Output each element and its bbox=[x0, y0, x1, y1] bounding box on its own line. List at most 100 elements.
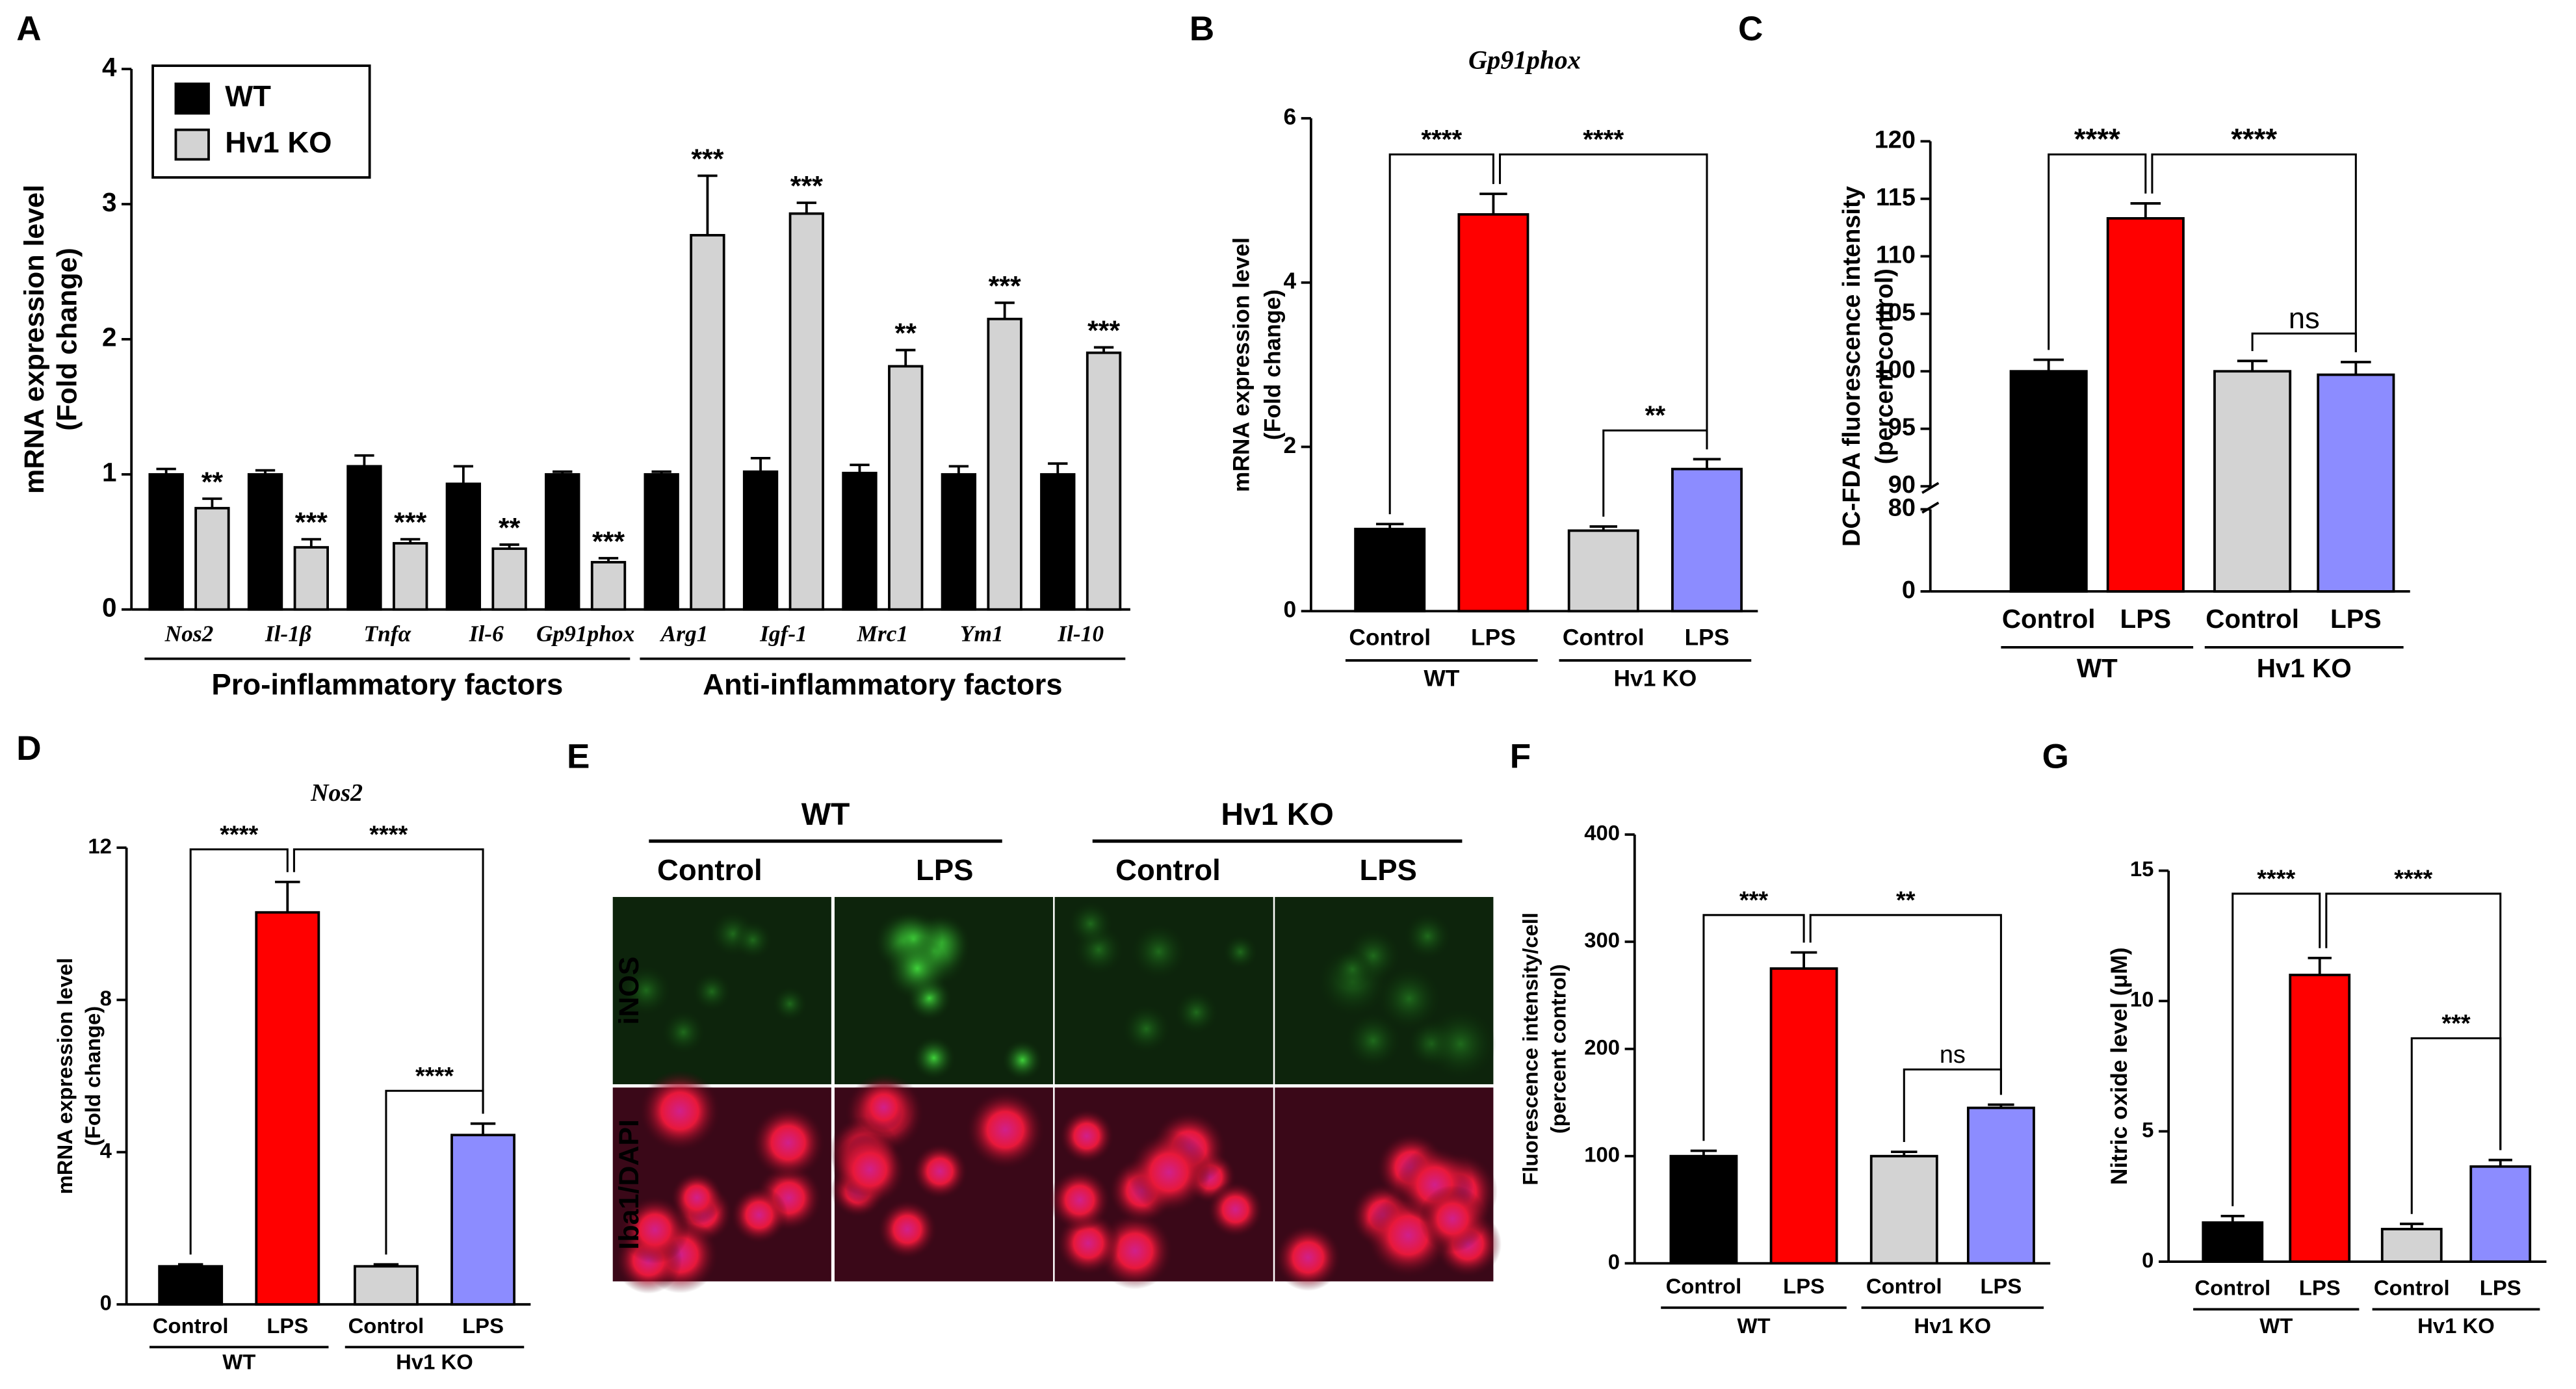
y-tick-label: 0 bbox=[1902, 577, 1916, 604]
cell bbox=[661, 1010, 705, 1054]
y-tick-label: 4 bbox=[1283, 268, 1296, 294]
y-tick-label: 3 bbox=[102, 187, 116, 217]
significance-bracket bbox=[2325, 892, 2502, 1150]
cell bbox=[855, 1078, 913, 1136]
y-tick-label: 1 bbox=[102, 458, 116, 487]
y-tick-label: 8 bbox=[100, 986, 112, 1010]
cell bbox=[911, 1143, 969, 1200]
y-tick-label: 115 bbox=[1876, 184, 1916, 211]
cell bbox=[1207, 1181, 1264, 1238]
cell bbox=[1332, 949, 1373, 990]
significance-label: ns bbox=[1940, 1041, 1966, 1069]
group-label: Hv1 KO bbox=[1914, 1314, 1992, 1338]
x-tick-label: Mrc1 bbox=[857, 620, 909, 646]
significance-label: *** bbox=[394, 507, 426, 538]
row-label: iNOS bbox=[614, 957, 645, 1025]
x-tick-label: Gp91phox bbox=[536, 620, 634, 646]
significance-label: ** bbox=[1645, 400, 1666, 430]
significance-label: **** bbox=[220, 822, 258, 849]
y-tick-label: 0 bbox=[1283, 597, 1296, 623]
significance-label: *** bbox=[295, 507, 328, 538]
y-tick-label: 80 bbox=[1888, 495, 1916, 522]
cell bbox=[1002, 1039, 1043, 1081]
legend-label: WT bbox=[225, 80, 271, 113]
bar bbox=[1769, 967, 1838, 1265]
x-tick-label: LPS bbox=[1685, 625, 1730, 651]
x-tick-label: LPS bbox=[1783, 1274, 1825, 1298]
column-label: LPS bbox=[916, 853, 973, 887]
bar bbox=[2213, 370, 2292, 593]
cell bbox=[1425, 1008, 1496, 1080]
bar bbox=[247, 473, 283, 611]
x-tick-label: LPS bbox=[1980, 1274, 2022, 1298]
significance-bracket bbox=[1602, 429, 1708, 517]
group-label: Hv1 KO bbox=[2257, 653, 2352, 683]
cell bbox=[1274, 1224, 1342, 1292]
y-tick-label: 15 bbox=[2130, 857, 2154, 881]
x-tick-label: Il-1β bbox=[265, 620, 311, 646]
cell bbox=[1419, 1185, 1487, 1253]
panel-letter: F bbox=[1510, 738, 1531, 776]
y-tick-label: 0 bbox=[1608, 1249, 1620, 1273]
significance-bracket bbox=[1388, 153, 1494, 515]
group-label: WT bbox=[801, 798, 850, 832]
x-tick-label: Igf-1 bbox=[759, 620, 807, 646]
cell bbox=[885, 936, 950, 1001]
row-label: Iba1/DAPI bbox=[614, 1119, 645, 1250]
x-tick-label: Nos2 bbox=[164, 620, 214, 646]
bar bbox=[1040, 473, 1076, 611]
group-label: Hv1 KO bbox=[396, 1349, 473, 1373]
significance-bracket bbox=[2410, 1037, 2502, 1214]
significance-label: **** bbox=[2394, 866, 2432, 893]
x-tick-label: LPS bbox=[2120, 604, 2172, 634]
bar bbox=[1671, 467, 1743, 613]
y-tick-label: 0 bbox=[100, 1290, 112, 1314]
bar bbox=[1086, 351, 1122, 611]
bar bbox=[194, 506, 230, 611]
cell bbox=[1128, 1131, 1210, 1214]
bar bbox=[491, 547, 527, 611]
bar bbox=[158, 1265, 224, 1306]
significance-bracket bbox=[1702, 914, 1805, 1141]
y-tick-label: 90 bbox=[1888, 471, 1916, 499]
cell bbox=[833, 1133, 907, 1206]
x-tick-label: LPS bbox=[267, 1314, 308, 1338]
group-label: WT bbox=[222, 1349, 255, 1373]
x-tick-label: Tnfα bbox=[364, 620, 412, 646]
y-axis-label: mRNA expression level bbox=[19, 185, 50, 494]
group-label: Hv1 KO bbox=[1613, 666, 1697, 692]
cell bbox=[1403, 913, 1451, 960]
significance-label: **** bbox=[1583, 124, 1624, 154]
bar bbox=[1966, 1106, 2035, 1265]
bar bbox=[255, 911, 320, 1306]
significance-bracket bbox=[2048, 153, 2147, 350]
cell bbox=[1223, 934, 1258, 970]
y-tick-label: 400 bbox=[1584, 821, 1620, 845]
bar bbox=[2469, 1165, 2532, 1263]
x-tick-label: Il-6 bbox=[469, 620, 504, 646]
panel-letter: C bbox=[1738, 10, 1763, 48]
x-tick-label: Control bbox=[2374, 1276, 2450, 1300]
cell bbox=[1122, 1004, 1171, 1054]
significance-label: *** bbox=[691, 144, 723, 175]
panel-letter: B bbox=[1190, 10, 1214, 48]
cell bbox=[1059, 1108, 1115, 1164]
y-axis-label: DC-FDA fluorescence intensity bbox=[1838, 186, 1866, 547]
bar bbox=[2202, 1221, 2264, 1263]
bar bbox=[842, 471, 878, 611]
y-axis-label: (percent control) bbox=[1546, 964, 1570, 1134]
bar bbox=[393, 541, 428, 611]
cell bbox=[965, 1089, 1045, 1170]
bar bbox=[941, 473, 977, 611]
y-tick-label: 110 bbox=[1876, 241, 1916, 268]
cell bbox=[692, 972, 732, 1011]
cell bbox=[1174, 990, 1219, 1035]
y-axis-label: (Fold change) bbox=[81, 1006, 105, 1146]
significance-bracket bbox=[2151, 153, 2357, 352]
bar bbox=[293, 546, 329, 611]
cell bbox=[621, 965, 671, 1016]
y-tick-label: 200 bbox=[1584, 1035, 1620, 1059]
bar bbox=[346, 465, 382, 611]
y-tick-label: 0 bbox=[102, 592, 116, 622]
significance-label: *** bbox=[2441, 1010, 2471, 1037]
